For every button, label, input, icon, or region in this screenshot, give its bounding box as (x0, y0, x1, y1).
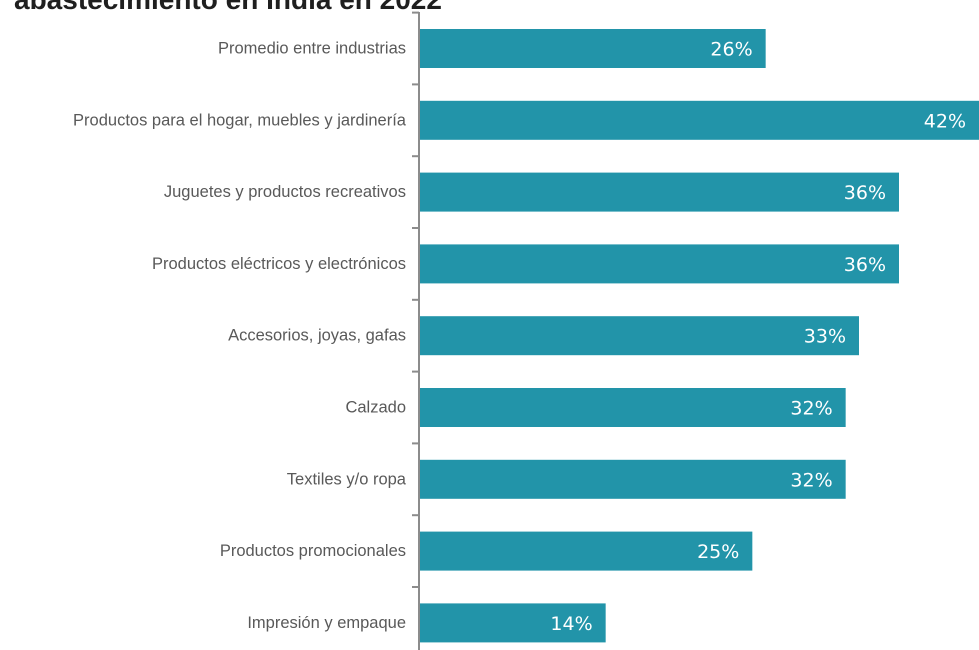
value-label: 32% (790, 469, 832, 491)
value-label: 36% (844, 182, 886, 204)
bar (419, 316, 859, 356)
value-label: 25% (697, 541, 739, 563)
bar (419, 172, 899, 212)
bar (419, 459, 846, 499)
bar (419, 100, 979, 140)
value-label: 36% (844, 254, 886, 276)
category-label: Productos promocionales (220, 542, 406, 560)
category-label: Juguetes y productos recreativos (164, 183, 406, 201)
bar (419, 244, 899, 284)
value-label: 14% (550, 613, 592, 635)
value-label: 33% (804, 326, 846, 348)
category-label: Accesorios, joyas, gafas (228, 327, 406, 345)
category-label: Calzado (345, 399, 406, 417)
bar (419, 388, 846, 427)
chart-title: abastecimiento en India en 2022 (14, 0, 442, 16)
labels-layer: Promedio entre industrias 26% Productos pa… (73, 39, 966, 635)
category-axis (412, 11, 420, 650)
category-label: Promedio entre industrias (218, 40, 406, 58)
category-label: Productos para el hogar, muebles y jardi… (73, 111, 407, 129)
category-label: Productos eléctricos y electrónicos (152, 255, 406, 273)
value-label: 26% (710, 39, 752, 61)
value-label: 32% (790, 398, 832, 420)
value-label: 42% (924, 110, 966, 132)
bar (419, 603, 606, 643)
bar (419, 531, 753, 571)
bars-layer (419, 29, 979, 643)
bar (419, 29, 766, 68)
category-label: Textiles y/o ropa (287, 470, 407, 488)
category-label: Impresión y empaque (247, 614, 406, 632)
